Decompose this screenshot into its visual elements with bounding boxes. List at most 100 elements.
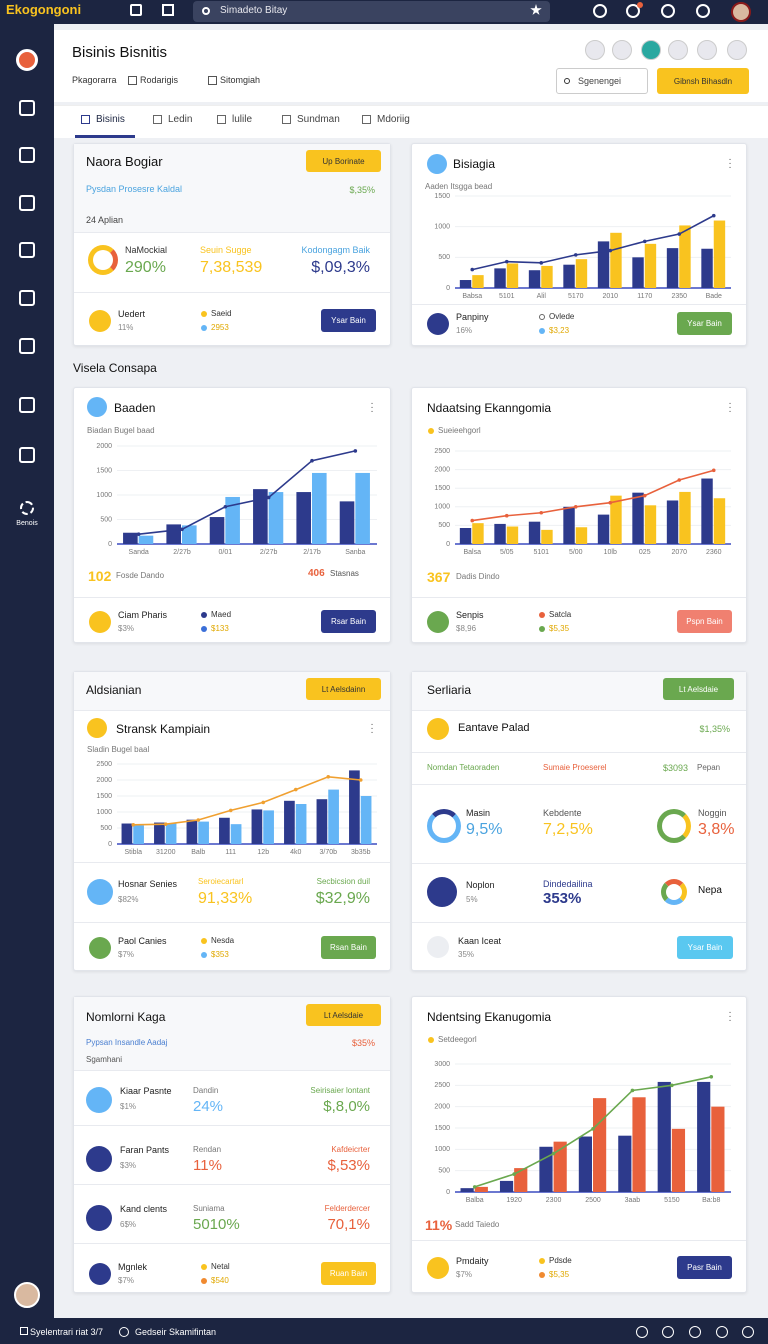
search-box[interactable] — [556, 68, 648, 94]
nav-icon[interactable] — [19, 447, 35, 463]
y-tick-label: 0 — [108, 841, 112, 848]
bar — [711, 1106, 725, 1192]
tab-icon[interactable] — [217, 115, 226, 124]
tab-icon[interactable] — [362, 115, 371, 124]
label: $133 — [211, 624, 229, 634]
bar — [701, 478, 713, 544]
bar — [355, 472, 370, 544]
filter[interactable]: Rodarigis — [140, 74, 179, 85]
label: 11% — [118, 323, 134, 333]
tab[interactable]: lulile — [232, 114, 253, 125]
point — [512, 1172, 516, 1176]
home-icon[interactable] — [130, 4, 142, 16]
tab[interactable]: Ledin — [168, 114, 193, 125]
nav-icon[interactable] — [19, 147, 35, 163]
bar — [644, 505, 657, 544]
tab-icon[interactable] — [282, 115, 291, 124]
bar — [251, 809, 263, 844]
search-box[interactable] — [193, 1, 550, 22]
divider — [412, 752, 746, 753]
bar — [632, 1097, 646, 1192]
label: Pypsan Insandle Aadaj — [86, 1038, 168, 1048]
nav-icon[interactable] — [19, 397, 35, 413]
button[interactable]: Ysar Bain — [677, 936, 733, 959]
icon — [427, 611, 449, 633]
point — [470, 267, 475, 272]
y-tick-label: 500 — [438, 1168, 450, 1175]
button[interactable]: Up Borinate — [306, 150, 381, 172]
legend-dot — [428, 428, 434, 434]
label: Uedert — [118, 308, 146, 319]
filter-icon[interactable] — [128, 76, 137, 85]
label: $7% — [118, 1276, 135, 1286]
menu-icon[interactable]: · · · — [370, 398, 374, 417]
nav-icon[interactable] — [19, 290, 35, 306]
bar — [474, 1186, 488, 1192]
label: Biadan Bugel baad — [87, 426, 155, 436]
nav-icon[interactable] — [19, 195, 35, 211]
button[interactable]: Lt Aelsdainn — [306, 678, 381, 700]
label: Aaden Itsgga bead — [425, 182, 493, 192]
button[interactable]: Rsan Bain — [321, 936, 376, 959]
x-tick-label: 4k0 — [290, 849, 301, 856]
bar — [593, 1098, 607, 1192]
menu-icon[interactable]: · · · — [728, 154, 732, 173]
x-tick-label: 025 — [639, 549, 651, 556]
tab[interactable]: Sundman — [297, 114, 340, 125]
label: Senpis — [456, 609, 484, 620]
chart: 0 500 1000 1500 Babsa 5101 Alil 5170 2010 1170 235… — [434, 193, 731, 300]
tab[interactable]: Mdoriig — [377, 114, 410, 125]
line — [133, 775, 361, 826]
nav-icon[interactable] — [19, 338, 35, 354]
tab[interactable]: Bisinis — [96, 114, 125, 125]
nav-icon[interactable] — [162, 4, 174, 16]
label: 7,2,5% — [543, 821, 593, 839]
button[interactable]: Ysar Bain — [321, 309, 376, 332]
tab-icon[interactable] — [81, 115, 90, 124]
bar — [494, 268, 506, 288]
filter-icon[interactable] — [208, 76, 217, 85]
label: 353% — [543, 890, 582, 907]
filter[interactable]: Pkagorarra — [72, 74, 117, 85]
bar — [666, 248, 679, 288]
star-icon[interactable] — [530, 4, 542, 15]
button[interactable]: Pasr Bain — [677, 1256, 732, 1279]
tab-icon[interactable] — [153, 115, 162, 124]
bar — [339, 501, 355, 544]
x-tick-label: 5150 — [664, 1197, 680, 1204]
menu-icon[interactable]: · · · — [728, 398, 732, 417]
divider — [74, 1070, 390, 1071]
point — [539, 510, 544, 515]
label: Ciam Pharis — [118, 609, 168, 620]
sidebar — [0, 24, 54, 1318]
label: Panpiny — [456, 311, 489, 322]
label: $3% — [118, 624, 135, 634]
label: $82% — [118, 895, 139, 905]
label: Felderdercer — [324, 1204, 370, 1214]
bar — [198, 821, 209, 844]
ring-icon — [88, 245, 118, 275]
button[interactable]: Ruan Bain — [321, 1262, 376, 1285]
button[interactable]: Gibnsh Bihasdln — [657, 68, 749, 94]
nav-icon[interactable] — [19, 242, 35, 258]
bar — [312, 472, 327, 544]
icon — [89, 1263, 111, 1285]
label: Saeid — [211, 309, 232, 319]
button[interactable]: Rsar Bain — [321, 610, 376, 633]
menu-icon[interactable]: · · · — [370, 719, 374, 738]
button[interactable]: Ysar Bain — [677, 312, 732, 335]
menu-icon[interactable]: · · · — [728, 1007, 732, 1026]
button[interactable]: Pspn Bain — [677, 610, 732, 633]
point — [709, 1075, 714, 1079]
label: Setdeegorl — [438, 1035, 477, 1045]
button[interactable]: Lt Aelsdaie — [663, 678, 734, 700]
bar — [499, 1180, 514, 1192]
nav-icon[interactable] — [19, 100, 35, 116]
button[interactable]: Lt Aelsdaie — [306, 1004, 381, 1026]
bar — [219, 817, 230, 844]
label: 367 — [427, 568, 451, 585]
row-icon — [86, 1087, 112, 1113]
filter[interactable]: Sitomgiah — [220, 74, 261, 85]
label: Pysdan Prosesre Kaldal — [86, 183, 183, 194]
label: Fosde Dando — [116, 571, 165, 581]
